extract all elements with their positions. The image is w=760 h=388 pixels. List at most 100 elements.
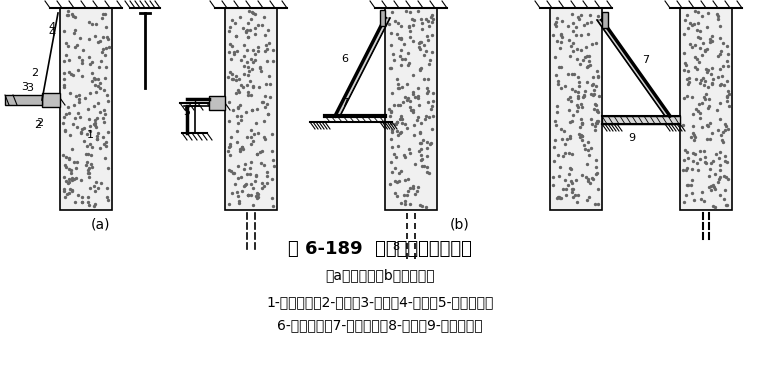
Point	[549, 118, 561, 125]
Point	[592, 118, 604, 124]
Point	[263, 73, 275, 79]
Point	[559, 192, 572, 198]
Point	[681, 149, 693, 155]
Point	[712, 53, 724, 59]
Point	[403, 146, 415, 152]
Point	[551, 15, 563, 21]
Point	[554, 45, 566, 51]
Point	[585, 91, 597, 97]
Point	[708, 184, 720, 190]
Point	[386, 9, 398, 16]
Point	[258, 118, 271, 125]
Point	[416, 137, 429, 144]
Point	[702, 123, 714, 129]
Point	[60, 40, 72, 46]
Point	[426, 31, 439, 38]
Point	[709, 186, 721, 192]
Point	[234, 102, 246, 108]
Point	[396, 55, 408, 62]
Point	[407, 17, 420, 23]
Point	[550, 122, 562, 128]
Point	[102, 197, 114, 203]
Point	[75, 177, 87, 184]
Point	[420, 16, 432, 22]
Point	[689, 76, 701, 82]
Point	[571, 56, 583, 62]
Point	[223, 49, 236, 55]
Point	[553, 173, 565, 179]
Point	[423, 61, 435, 67]
Point	[681, 182, 693, 188]
Point	[683, 41, 695, 47]
Point	[58, 76, 70, 82]
Point	[407, 91, 419, 97]
Point	[395, 62, 407, 68]
Point	[394, 35, 407, 41]
Point	[568, 71, 581, 78]
Point	[85, 59, 97, 65]
Point	[721, 159, 733, 165]
Point	[91, 135, 103, 142]
Point	[247, 59, 259, 65]
Point	[547, 32, 559, 38]
Point	[261, 180, 274, 186]
Point	[575, 133, 587, 140]
Point	[713, 155, 725, 161]
Point	[687, 150, 699, 156]
Point	[84, 19, 96, 25]
Point	[389, 190, 401, 196]
Point	[559, 140, 571, 147]
Point	[91, 133, 103, 139]
Point	[264, 81, 276, 87]
Point	[236, 144, 249, 150]
Point	[576, 120, 588, 126]
Point	[404, 104, 416, 110]
Point	[246, 107, 258, 113]
Point	[407, 89, 419, 95]
Point	[714, 35, 727, 41]
Point	[420, 204, 432, 210]
Point	[696, 13, 708, 19]
Point	[704, 36, 716, 42]
Point	[591, 164, 603, 170]
Point	[256, 99, 268, 105]
Point	[591, 170, 603, 176]
Point	[404, 184, 416, 191]
Point	[244, 78, 256, 84]
Point	[76, 126, 88, 133]
Point	[239, 109, 252, 115]
Point	[60, 178, 72, 184]
Point	[721, 58, 733, 64]
Point	[556, 18, 568, 24]
Point	[718, 196, 730, 203]
Point	[684, 20, 696, 26]
Point	[698, 148, 710, 154]
Point	[415, 140, 427, 146]
Point	[236, 113, 248, 119]
Point	[402, 176, 414, 182]
Point	[71, 192, 84, 198]
Point	[712, 126, 724, 133]
Point	[267, 157, 279, 163]
Point	[261, 46, 273, 52]
Bar	[550, 8, 602, 210]
Point	[575, 47, 587, 53]
Point	[100, 45, 112, 51]
Point	[420, 113, 432, 119]
Point	[573, 83, 585, 89]
Point	[103, 43, 115, 50]
Point	[389, 17, 401, 24]
Point	[232, 120, 244, 126]
Point	[224, 23, 236, 29]
Point	[391, 143, 404, 149]
Point	[249, 51, 261, 57]
Point	[63, 189, 75, 196]
Point	[559, 150, 571, 156]
Point	[388, 151, 401, 158]
Point	[722, 125, 734, 132]
Point	[420, 145, 432, 151]
Point	[394, 101, 406, 107]
Point	[424, 57, 436, 63]
Point	[573, 79, 585, 85]
Point	[552, 194, 564, 200]
